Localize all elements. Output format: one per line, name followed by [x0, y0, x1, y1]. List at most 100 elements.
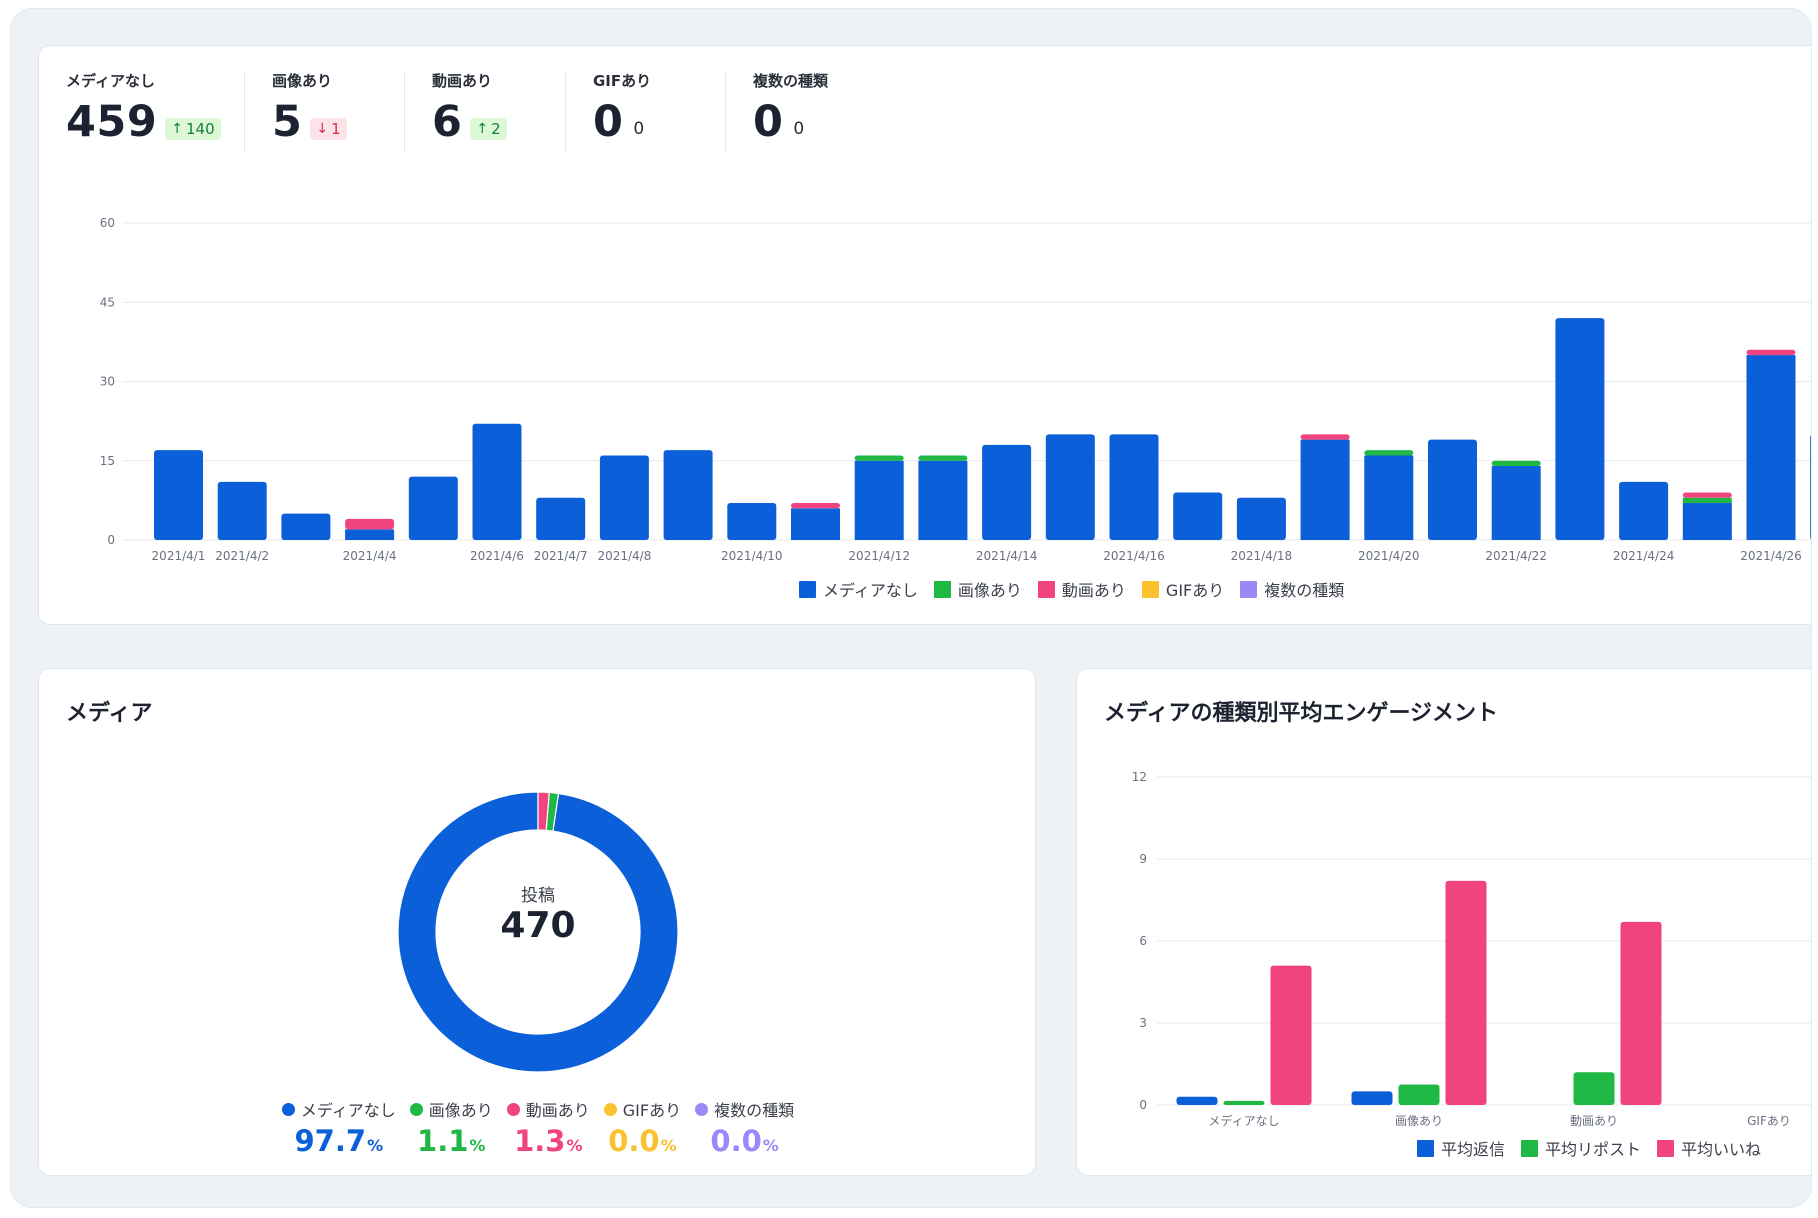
- x-tick-label: 2021/4/2: [215, 549, 269, 563]
- legend-swatch: [933, 580, 951, 598]
- x-tick-label: 画像あり: [1395, 1114, 1443, 1128]
- stat-label: GIFあり: [593, 72, 652, 90]
- stat-label: 画像あり: [272, 72, 333, 90]
- donut-legend-head: 複数の種類: [695, 1097, 794, 1121]
- x-tick-label: メディアなし: [1208, 1113, 1279, 1128]
- bar-segment: [1300, 439, 1350, 540]
- legend-swatch: [799, 580, 816, 598]
- bar-segment: [154, 450, 203, 540]
- stat-video: 動画あり 6 ↑ 2: [404, 72, 565, 152]
- donut-slice: [537, 791, 550, 831]
- stat-label: 動画あり: [432, 72, 493, 90]
- percent-unit: %: [566, 1136, 583, 1155]
- bar-segment: [1682, 503, 1732, 540]
- legend-item[interactable]: 画像あり: [933, 577, 1022, 601]
- x-tick-label: 動画あり: [1570, 1114, 1618, 1128]
- bar-segment: [1236, 497, 1286, 540]
- donut-legend-percent: 0.0%: [695, 1123, 794, 1164]
- stat-multi: 複数の種類 0 0: [725, 72, 925, 152]
- x-tick-label: 2021/4/8: [597, 549, 651, 563]
- donut-legend-item[interactable]: 画像あり 1.1%: [409, 1097, 493, 1164]
- stat-media-none: メディアなし 459 ↑ 140: [39, 72, 244, 152]
- y-tick-label: 3: [1139, 1016, 1147, 1030]
- stat-gif: GIFあり 0 0: [565, 72, 725, 152]
- bar-segment: [1682, 497, 1732, 504]
- legend-item[interactable]: GIFあり: [1141, 577, 1224, 601]
- legend-swatch: [1037, 580, 1055, 598]
- bar-segment: [918, 455, 968, 461]
- legend-dot-icon: [409, 1102, 423, 1116]
- engagement-card: メディアの種類別平均エンゲージメント 0 3 6 9 12 メディアなし 画像あり 動画あり G…: [1076, 668, 1811, 1176]
- legend-label: 平均リポスト: [1545, 1140, 1642, 1159]
- bar-segment: [1810, 435, 1811, 540]
- donut-legend-percent: 1.1%: [410, 1123, 493, 1164]
- donut-legend-head: メディアなし: [281, 1097, 396, 1121]
- arrow-up-icon: ↑: [476, 121, 489, 137]
- bar-segment: [281, 513, 331, 540]
- donut-legend-item[interactable]: メディアなし 97.7%: [281, 1097, 396, 1164]
- bar-segment: [1428, 439, 1477, 540]
- bar-segment: [217, 481, 267, 540]
- bar: [1176, 1096, 1218, 1105]
- legend-dot-icon: [695, 1102, 709, 1116]
- legend-label: 平均いいね: [1681, 1140, 1762, 1159]
- percent-value: 0.0: [710, 1124, 762, 1158]
- legend-dot-icon: [603, 1102, 617, 1116]
- legend-swatch: [1141, 580, 1159, 598]
- legend-swatch: [1657, 1139, 1675, 1157]
- bar-segment: [1045, 434, 1095, 540]
- y-tick-label: 0: [1139, 1098, 1147, 1112]
- donut-legend-label: 動画あり: [525, 1101, 590, 1120]
- bar-segment: [791, 508, 840, 540]
- engagement-chart-legend: 平均返信 平均リポスト 平均いいね: [1417, 1136, 1777, 1160]
- legend-item[interactable]: 平均いいね: [1657, 1136, 1761, 1160]
- daily-chart-legend: メディアなし 画像あり 動画あり GIFあり 複数の種類: [799, 577, 1360, 601]
- x-tick-label: 2021/4/14: [976, 549, 1038, 563]
- x-tick-label: 2021/4/10: [721, 549, 783, 563]
- bar-segment: [345, 518, 395, 530]
- x-tick-label: 2021/4/26: [1740, 549, 1802, 563]
- legend-swatch: [1521, 1139, 1539, 1157]
- bar-segment: [854, 455, 904, 461]
- bar: [1223, 1100, 1265, 1105]
- dashboard-container: メディアなし 459 ↑ 140 画像あり 5 ↓ 1 動画あり 6 ↑ 2: [10, 8, 1812, 1208]
- donut-legend-item[interactable]: 複数の種類 0.0%: [695, 1097, 794, 1164]
- bar-segment: [1491, 460, 1541, 467]
- card-title: メディアの種類別平均エンゲージメント: [1104, 701, 1499, 726]
- stat-value: 459: [66, 97, 158, 147]
- percent-unit: %: [367, 1136, 384, 1155]
- bar-segment: [1364, 450, 1414, 456]
- donut-legend-label: メディアなし: [300, 1101, 396, 1120]
- x-tick-label: GIFあり: [1747, 1114, 1791, 1128]
- bar-segment: [472, 423, 522, 540]
- stat-delta-badge: ↓ 1: [310, 118, 347, 140]
- legend-item[interactable]: 平均返信: [1417, 1136, 1505, 1160]
- bar-segment: [408, 476, 458, 540]
- stat-value: 0: [593, 97, 624, 147]
- legend-item[interactable]: メディアなし: [799, 577, 918, 601]
- bar-segment: [599, 455, 649, 540]
- donut-legend-item[interactable]: GIFあり 0.0%: [603, 1097, 682, 1164]
- stat-delta: 140: [186, 120, 215, 138]
- x-tick-label: 2021/4/6: [470, 549, 524, 563]
- legend-item[interactable]: 動画あり: [1037, 577, 1126, 601]
- donut-legend-head: 動画あり: [506, 1097, 590, 1121]
- legend-swatch: [1240, 580, 1258, 598]
- stats-row: メディアなし 459 ↑ 140 画像あり 5 ↓ 1 動画あり 6 ↑ 2: [39, 72, 925, 162]
- y-tick-label: 6: [1139, 934, 1147, 948]
- donut-legend-label: GIFあり: [622, 1101, 682, 1120]
- bar-segment: [1300, 434, 1350, 440]
- y-tick-label: 60: [100, 216, 115, 230]
- stat-delta: 0: [633, 119, 645, 139]
- media-share-card: メディア 投稿 470 メディアなし 97.7% 画像あり 1.1% 動画あり 1.3% G…: [38, 668, 1036, 1176]
- legend-item[interactable]: 平均リポスト: [1521, 1136, 1641, 1160]
- donut-legend-item[interactable]: 動画あり 1.3%: [506, 1097, 590, 1164]
- bar-segment: [1746, 349, 1796, 356]
- donut-legend-percent: 1.3%: [507, 1123, 590, 1164]
- y-tick-label: 0: [107, 533, 115, 547]
- y-tick-label: 12: [1132, 770, 1147, 784]
- donut-legend-head: GIFあり: [603, 1097, 682, 1121]
- legend-item[interactable]: 複数の種類: [1240, 577, 1344, 601]
- legend-label: 複数の種類: [1264, 581, 1345, 600]
- bar-segment: [918, 460, 968, 540]
